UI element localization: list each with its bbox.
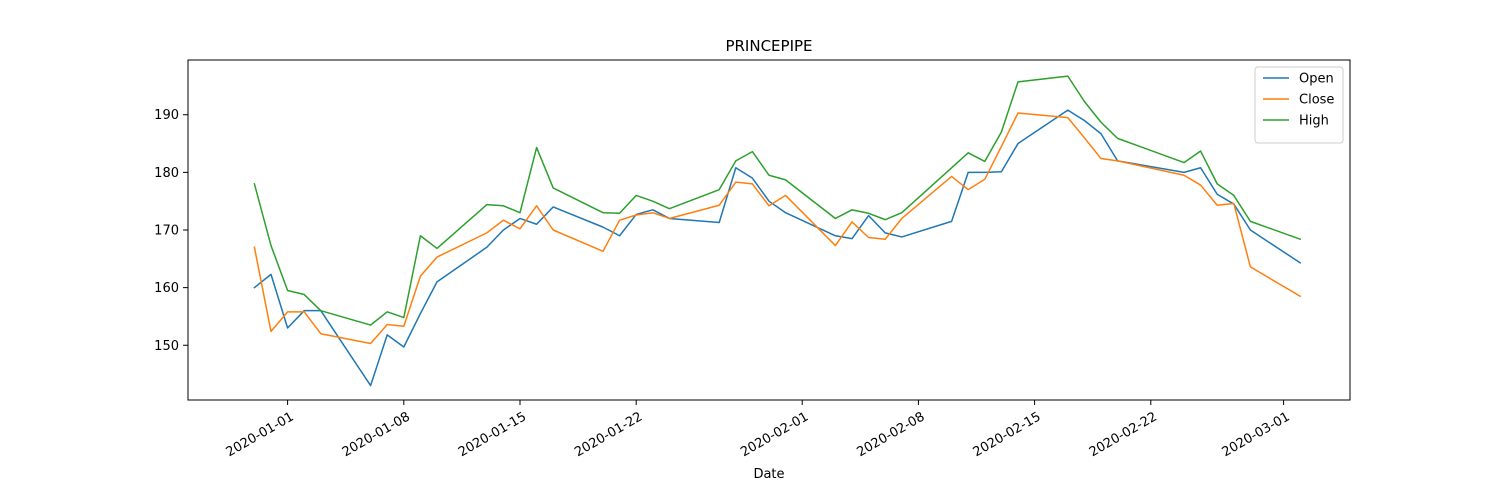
legend-label-open: Open	[1299, 72, 1334, 87]
series-line-open	[253, 109, 1302, 387]
y-tick-label: 150	[154, 339, 179, 354]
y-tick-label: 190	[154, 108, 179, 123]
legend-box	[1254, 66, 1344, 144]
chart-title: PRINCEPIPE	[725, 37, 812, 55]
series-line-high	[253, 75, 1302, 326]
plot-area	[253, 75, 1302, 387]
legend-label-high: High	[1299, 114, 1329, 129]
y-tick-label: 170	[154, 224, 179, 239]
legend: Open Close High	[1254, 66, 1344, 144]
x-axis-label: Date	[753, 467, 784, 482]
legend-label-close: Close	[1299, 93, 1334, 108]
series-line-close	[253, 112, 1302, 345]
y-tick-label: 180	[154, 166, 179, 181]
y-tick-label: 160	[154, 281, 179, 296]
